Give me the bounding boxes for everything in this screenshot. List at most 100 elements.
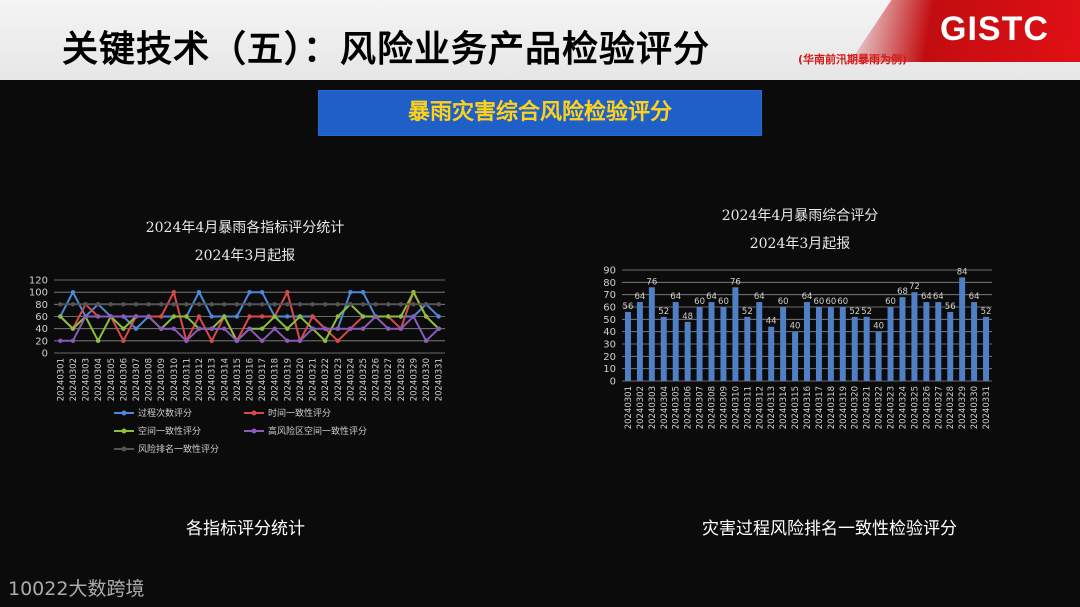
data-point [133,302,139,307]
x-tick-label: 20240326 [922,386,932,429]
data-point [95,302,101,307]
data-point [335,314,340,319]
y-tick-label: 40 [35,324,48,335]
data-point [310,302,315,307]
data-point [58,302,63,307]
data-point [285,289,290,295]
bar [827,307,834,381]
data-point [272,314,277,319]
data-point [360,302,366,307]
data-point [348,302,353,307]
section-banner: 暴雨灾害综合风险检验评分 [318,90,762,136]
y-tick-label: 50 [603,315,616,326]
data-point [209,302,214,307]
data-point [121,314,126,319]
data-point [159,326,164,331]
data-point [184,302,189,307]
data-point [209,326,214,331]
data-point [436,314,441,319]
data-point [146,314,151,319]
x-tick-label: 20240329 [958,386,968,429]
data-point [322,338,328,344]
bar [959,277,966,381]
y-tick-label: 0 [42,349,48,360]
legend-label: 空间一致性评分 [138,425,201,437]
data-label: 64 [706,292,717,302]
data-point [95,338,101,344]
x-tick-label: 20240323 [887,386,897,429]
data-label: 52 [742,307,753,317]
data-point [58,338,63,344]
data-point [272,302,277,307]
x-tick-label: 20240306 [119,358,129,401]
legend-label: 过程次数评分 [138,407,192,419]
x-tick-label: 20240314 [220,358,230,401]
x-tick-label: 20240318 [827,386,837,429]
x-tick-label: 20240312 [195,358,205,401]
bar [851,316,858,381]
data-point [348,326,353,331]
bar [875,331,882,381]
data-point [171,314,177,319]
data-label: 64 [921,292,932,302]
bar [983,316,990,381]
data-point [335,302,340,307]
data-point [259,326,265,331]
data-point [297,338,303,344]
x-tick-label: 20240326 [372,358,382,401]
x-tick-label: 20240305 [107,358,117,401]
bar [792,331,799,381]
data-point [196,289,202,295]
y-tick-label: 100 [29,288,48,299]
x-tick-label: 20240331 [435,358,445,401]
chart-subtitle: 2024年3月起报 [750,236,851,252]
data-point [247,314,252,319]
data-label: 64 [670,292,681,302]
data-point [322,302,328,307]
x-tick-label: 20240325 [910,386,920,429]
x-tick-label: 20240315 [791,386,801,429]
data-point [222,302,227,307]
x-tick-label: 20240330 [422,358,432,401]
data-point [184,314,189,319]
x-tick-label: 20240301 [624,386,634,429]
x-tick-label: 20240318 [271,358,281,401]
bar [911,292,918,381]
bar [923,302,930,381]
data-point [222,314,227,319]
x-tick-label: 20240302 [69,358,79,401]
data-point [70,326,76,331]
x-tick-label: 20240310 [170,358,180,401]
bar [732,287,739,381]
data-point [259,314,265,319]
data-point [436,326,441,331]
chart-title: 2024年4月暴雨各指标评分统计 [146,220,345,236]
y-tick-label: 30 [603,340,616,351]
chart-subtitle: 2024年3月起报 [195,248,296,264]
data-point [196,326,202,331]
data-point [108,314,113,319]
x-tick-label: 20240319 [283,358,293,401]
data-point [348,289,353,295]
x-tick-label: 20240317 [815,386,825,429]
x-tick-label: 20240303 [648,386,658,429]
legend-swatch-marker [251,410,257,416]
legend-label: 风险排名一致性评分 [138,443,219,455]
bar [804,302,810,381]
x-tick-label: 20240324 [346,358,356,401]
y-tick-label: 20 [35,336,48,347]
data-point [423,314,429,319]
bar [636,302,643,381]
y-tick-label: 120 [29,276,48,287]
x-tick-label: 20240324 [898,386,908,429]
x-tick-label: 20240313 [767,386,777,429]
y-tick-label: 60 [35,312,48,323]
x-tick-label: 20240306 [684,386,694,429]
data-label: 60 [694,297,705,307]
data-label: 52 [658,307,669,317]
bar [708,302,715,381]
data-point [234,302,240,307]
data-point [411,302,416,307]
bar [947,311,954,381]
bar [624,311,631,381]
